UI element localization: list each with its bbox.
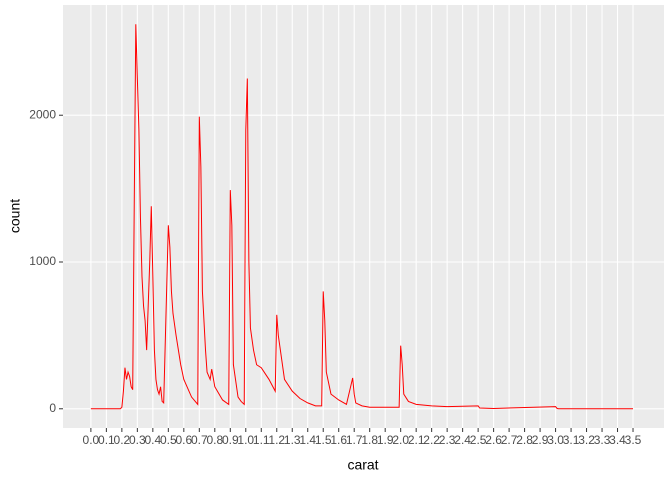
x-tick-label: 1.9 bbox=[377, 433, 394, 447]
x-tick-label: 3.2 bbox=[578, 433, 595, 447]
x-tick-label: 0.2 bbox=[114, 433, 131, 447]
x-tick-label: 2.0 bbox=[392, 433, 409, 447]
x-tick-label: 2.5 bbox=[470, 433, 487, 447]
x-tick-label: 3.1 bbox=[563, 433, 580, 447]
x-tick-label: 1.3 bbox=[284, 433, 301, 447]
panel bbox=[63, 5, 664, 428]
x-tick-label: 3.3 bbox=[594, 433, 611, 447]
x-tick-label: 1.4 bbox=[299, 433, 316, 447]
y-tick-label: 2000 bbox=[29, 107, 56, 121]
x-tick-label: 0.7 bbox=[191, 433, 208, 447]
x-tick-label: 2.7 bbox=[501, 433, 518, 447]
x-tick-label: 0.4 bbox=[144, 433, 161, 447]
x-tick-label: 2.2 bbox=[423, 433, 440, 447]
x-tick-label: 2.3 bbox=[439, 433, 456, 447]
x-tick-label: 2.4 bbox=[454, 433, 471, 447]
x-tick-label: 2.8 bbox=[516, 433, 533, 447]
x-tick-label: 0.1 bbox=[98, 433, 115, 447]
x-tick-label: 3.0 bbox=[547, 433, 564, 447]
x-tick-label: 2.6 bbox=[485, 433, 502, 447]
x-tick-label: 2.1 bbox=[408, 433, 425, 447]
x-tick-label: 1.7 bbox=[346, 433, 363, 447]
x-axis-title: carat bbox=[347, 457, 378, 473]
y-tick-label: 1000 bbox=[29, 254, 56, 268]
x-tick-label: 3.4 bbox=[609, 433, 626, 447]
x-tick-label: 1.8 bbox=[361, 433, 378, 447]
line bbox=[90, 24, 634, 410]
x-tick-label: 0.3 bbox=[129, 433, 146, 447]
x-tick-label: 1.5 bbox=[315, 433, 332, 447]
x-tick-label: 1.0 bbox=[237, 433, 254, 447]
x-tick-label: 1.6 bbox=[330, 433, 347, 447]
x-tick-label: 2.9 bbox=[532, 433, 549, 447]
x-tick-label: 1.1 bbox=[253, 433, 270, 447]
x-tick-label: 3.5 bbox=[625, 433, 642, 447]
x-tick-label: 0.8 bbox=[206, 433, 223, 447]
x-tick-label: 1.2 bbox=[268, 433, 285, 447]
x-tick-label: 0.6 bbox=[175, 433, 192, 447]
y-tick-label: 0 bbox=[49, 401, 56, 415]
x-tick-label: 0.0 bbox=[83, 433, 100, 447]
x-tick-label: 0.9 bbox=[222, 433, 239, 447]
x-tick-label: 0.5 bbox=[160, 433, 177, 447]
y-axis-title: count bbox=[7, 199, 23, 233]
